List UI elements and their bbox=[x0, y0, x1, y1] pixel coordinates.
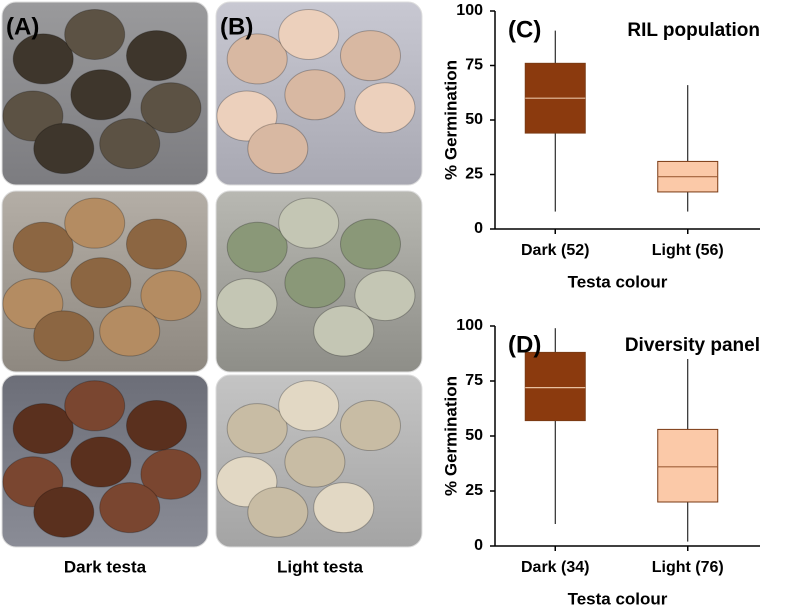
seed bbox=[33, 310, 95, 362]
seed bbox=[70, 69, 132, 121]
x-tick-label: Dark (34) bbox=[521, 559, 589, 576]
seed bbox=[99, 118, 161, 170]
y-axis-label: % Germination bbox=[441, 376, 460, 496]
seed bbox=[216, 278, 278, 330]
y-tick-label: 75 bbox=[465, 57, 483, 74]
seed bbox=[226, 403, 288, 455]
x-axis-label: Testa colour bbox=[568, 589, 668, 608]
seed bbox=[247, 486, 309, 538]
seed bbox=[354, 270, 416, 322]
panel-label: (B) bbox=[220, 13, 253, 40]
seed bbox=[140, 448, 202, 500]
seed bbox=[99, 305, 161, 357]
seed bbox=[70, 436, 132, 488]
seed bbox=[284, 69, 346, 121]
x-axis-label: Testa colour bbox=[568, 272, 668, 291]
seed bbox=[340, 30, 401, 82]
seed bbox=[226, 33, 288, 85]
y-tick-label: 50 bbox=[465, 111, 483, 128]
seed bbox=[140, 82, 202, 134]
photo-caption: Light testa bbox=[277, 557, 363, 576]
y-tick-label: 100 bbox=[456, 2, 483, 19]
box bbox=[524, 351, 586, 422]
x-tick-label: Light (76) bbox=[652, 559, 724, 576]
seed bbox=[354, 82, 416, 134]
y-tick-label: 25 bbox=[465, 166, 483, 183]
seed bbox=[126, 400, 187, 452]
seed bbox=[126, 218, 187, 270]
chart-title: RIL population bbox=[627, 20, 760, 41]
seed bbox=[278, 8, 340, 60]
y-tick-label: 25 bbox=[465, 482, 483, 499]
seed bbox=[313, 305, 375, 357]
chart-title: Diversity panel bbox=[625, 335, 760, 356]
seed bbox=[64, 380, 126, 432]
y-tick-label: 0 bbox=[474, 537, 483, 554]
seed bbox=[247, 123, 309, 175]
seed bbox=[340, 218, 401, 270]
seed bbox=[140, 270, 202, 322]
seed bbox=[126, 30, 187, 82]
seed bbox=[284, 436, 346, 488]
y-tick-label: 0 bbox=[474, 220, 483, 237]
x-tick-label: Dark (52) bbox=[521, 242, 589, 259]
seed bbox=[12, 403, 74, 455]
seed bbox=[284, 257, 346, 309]
panel-label: (D) bbox=[508, 331, 541, 358]
seed bbox=[70, 257, 132, 309]
seed bbox=[340, 400, 401, 452]
seed bbox=[33, 486, 95, 538]
seed bbox=[313, 482, 375, 534]
y-tick-label: 100 bbox=[456, 317, 483, 334]
seed bbox=[12, 221, 74, 273]
seed bbox=[64, 8, 126, 60]
x-tick-label: Light (56) bbox=[652, 242, 724, 259]
y-tick-label: 50 bbox=[465, 427, 483, 444]
seed bbox=[99, 482, 161, 534]
seed bbox=[12, 33, 74, 85]
seed bbox=[64, 197, 126, 249]
y-axis-label: % Germination bbox=[441, 60, 460, 180]
seed bbox=[33, 123, 95, 175]
seed bbox=[278, 197, 340, 249]
seed bbox=[278, 380, 340, 432]
box bbox=[657, 428, 719, 503]
seed bbox=[226, 221, 288, 273]
y-tick-label: 75 bbox=[465, 372, 483, 389]
photo-caption: Dark testa bbox=[64, 557, 147, 576]
panel-label: (C) bbox=[508, 16, 541, 43]
photo-panels bbox=[1, 1, 423, 548]
panel-label: (A) bbox=[6, 13, 39, 40]
